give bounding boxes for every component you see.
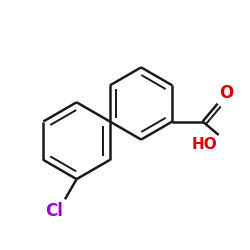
Text: HO: HO — [192, 137, 218, 152]
Text: Cl: Cl — [45, 202, 63, 220]
Text: O: O — [220, 84, 234, 102]
